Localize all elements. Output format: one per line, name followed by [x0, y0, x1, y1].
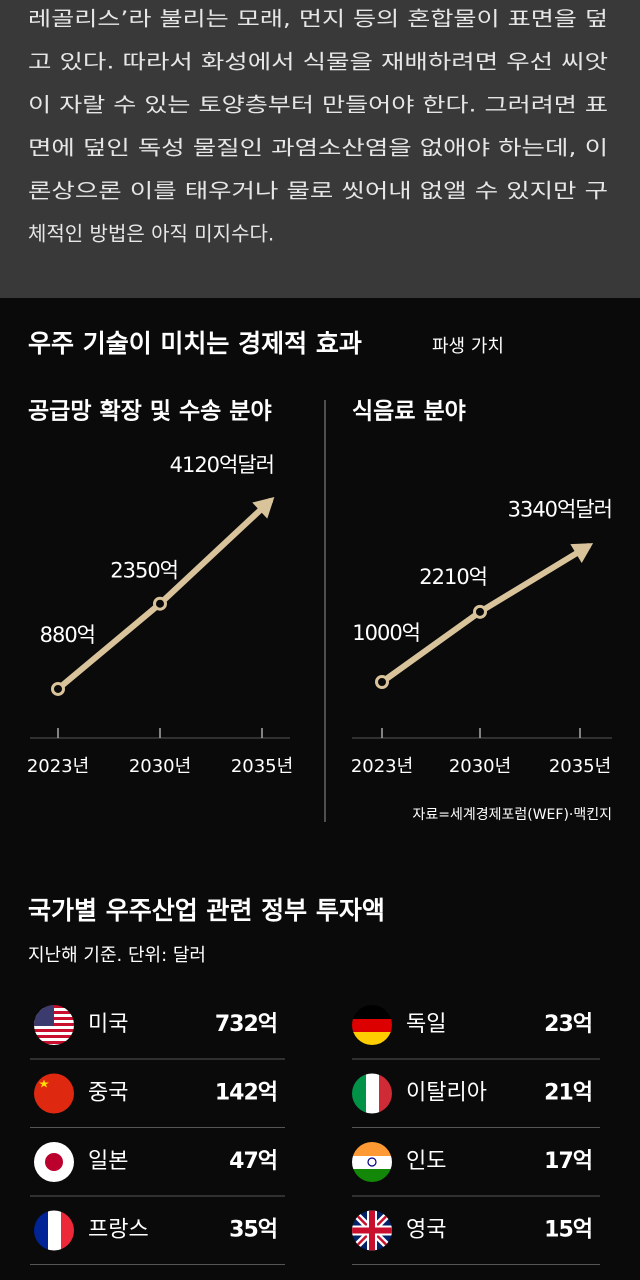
flag	[352, 1142, 392, 1182]
flag-part	[352, 1169, 392, 1182]
country-name: 미국	[88, 1012, 128, 1037]
x-tick-label: 2035년	[231, 756, 293, 777]
flag	[352, 1073, 392, 1114]
flag-sun	[45, 1153, 63, 1171]
value-label: 2350억	[110, 559, 178, 583]
country-amount: 21억	[544, 1081, 592, 1106]
value-label: 4120억달러	[170, 453, 274, 477]
country-amount: 732억	[215, 1012, 277, 1037]
article-line: 론상으론 이를 태우거나 물로 씻어내 없앨 수 있지만 구	[28, 179, 608, 203]
flag-icon	[34, 1142, 74, 1182]
value-label: 1000억	[352, 621, 420, 645]
flag-part	[34, 1038, 74, 1041]
arrow-head	[570, 543, 594, 563]
flag	[352, 1005, 392, 1045]
flag-part	[61, 1210, 74, 1251]
flag-part	[34, 1032, 74, 1035]
flag	[34, 1142, 74, 1182]
flag-part	[34, 1029, 74, 1032]
flag-part	[48, 1210, 61, 1251]
country-name: 일본	[88, 1149, 128, 1174]
flag-part	[352, 1073, 366, 1114]
chart-title: 식음료 분야	[352, 399, 466, 425]
x-tick-label: 2030년	[449, 756, 511, 777]
country-name: 독일	[406, 1012, 446, 1037]
country-amount: 23억	[544, 1012, 592, 1037]
article-line: 고 있다. 따라서 화성에서 식물을 재배하려면 우선 씨앗	[28, 50, 608, 74]
value-label: 2210억	[419, 565, 487, 589]
infographic-subtitle: 파생 가치	[432, 336, 504, 357]
x-tick-label: 2023년	[27, 756, 89, 777]
table-title: 국가별 우주산업 관련 정부 투자액	[28, 896, 385, 925]
flag-part	[352, 1005, 392, 1019]
country-name: 이탈리아	[406, 1081, 487, 1106]
table-subtitle: 지난해 기준. 단위: 달러	[28, 945, 206, 966]
country-amount: 15억	[544, 1218, 592, 1243]
country-name: 인도	[406, 1149, 446, 1174]
flag-part	[352, 1019, 392, 1032]
flag-part	[352, 1156, 392, 1169]
country-name: 프랑스	[88, 1218, 149, 1243]
flag-part	[34, 1044, 74, 1045]
infographic-title: 우주 기술이 미치는 경제적 효과	[28, 329, 362, 358]
article-line: 면에 덮인 독성 물질인 과염소산염을 없애야 하는데, 이	[28, 136, 608, 160]
x-tick-label: 2035년	[549, 756, 611, 777]
country-amount: 35억	[229, 1218, 277, 1243]
source: 자료=세계경제포럼(WEF)·맥킨지	[412, 807, 612, 823]
data-point	[153, 596, 167, 611]
flag-part	[366, 1073, 379, 1114]
flag	[34, 1210, 74, 1251]
value-label: 880억	[40, 623, 95, 647]
flag-icon	[34, 1073, 74, 1114]
arrow-head	[252, 496, 275, 519]
flag-icon	[352, 1142, 392, 1182]
infographic-background	[0, 298, 640, 1280]
x-tick-label: 2023년	[351, 756, 413, 777]
flag-icon	[352, 1073, 392, 1114]
article-line: 레골리스’라 불리는 모래, 먼지 등의 혼합물이 표면을 덮	[28, 7, 608, 31]
country-name: 중국	[88, 1081, 128, 1106]
flag	[34, 1073, 74, 1114]
flag-icon	[34, 1210, 74, 1251]
flag-part	[379, 1073, 392, 1114]
data-point	[375, 675, 389, 689]
flag-part	[34, 1210, 48, 1251]
flag-part	[352, 1032, 392, 1045]
country-amount: 17억	[544, 1149, 592, 1174]
data-point	[473, 604, 487, 619]
flag-icon	[352, 1210, 392, 1251]
flag-part	[34, 1026, 74, 1029]
article-line: 체적인 방법은 아직 미지수다.	[28, 222, 274, 246]
article-line: 이 자랄 수 있는 토양층부터 만들어야 한다. 그러려면 표	[28, 93, 608, 117]
flag-wheel	[367, 1157, 377, 1167]
value-label: 3340억달러	[508, 497, 612, 521]
flag-icon	[352, 1005, 392, 1045]
flag-part	[352, 1142, 392, 1156]
x-tick-label: 2030년	[129, 756, 191, 777]
country-amount: 47억	[229, 1149, 277, 1174]
data-point	[51, 681, 65, 696]
flag-part	[34, 1041, 74, 1044]
country-name: 영국	[406, 1218, 446, 1243]
flag-part	[352, 1227, 392, 1234]
chart-title: 공급망 확장 및 수송 분야	[28, 399, 272, 425]
flag-part	[34, 1073, 74, 1114]
flag	[352, 1210, 392, 1251]
article-background	[0, 0, 640, 298]
flag-part	[34, 1035, 74, 1038]
flag-star	[39, 1079, 49, 1088]
country-amount: 142억	[215, 1081, 277, 1106]
